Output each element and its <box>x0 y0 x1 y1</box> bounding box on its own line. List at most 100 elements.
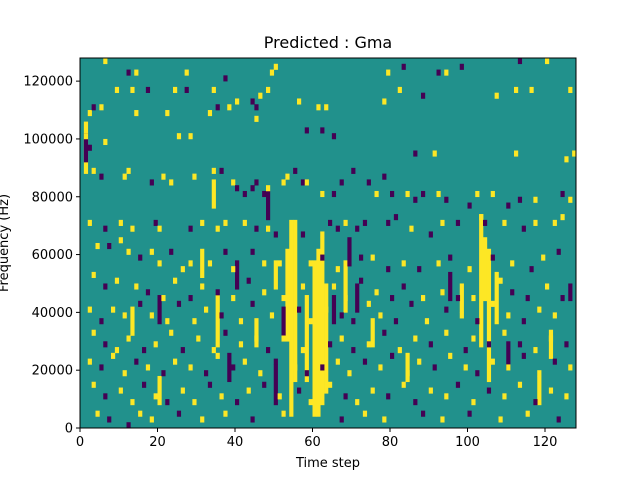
heatmap-cell <box>122 370 127 377</box>
heatmap-cell <box>428 341 433 348</box>
heatmap-cell <box>122 312 127 319</box>
x-axis-label: Time step <box>295 456 360 471</box>
heatmap-cell <box>510 289 515 296</box>
heatmap-cell <box>188 260 193 267</box>
heatmap-cell <box>204 370 209 377</box>
heatmap-cell <box>467 410 472 417</box>
heatmap-cell <box>521 352 526 359</box>
heatmap-cell <box>235 185 240 192</box>
heatmap-cell <box>165 318 170 325</box>
heatmap-cell <box>370 387 375 394</box>
heatmap-cell <box>471 399 476 406</box>
heatmap-cell <box>87 144 92 151</box>
heatmap-cell <box>238 341 244 348</box>
heatmap-cell <box>545 58 550 65</box>
heatmap-cell <box>463 347 468 354</box>
heatmap-cell <box>440 219 445 226</box>
heatmap-cell <box>455 295 461 302</box>
heatmap-cell <box>386 266 391 273</box>
heatmap-cell <box>153 341 158 348</box>
heatmap-cell <box>537 306 542 313</box>
heatmap-cell <box>188 133 193 140</box>
heatmap-cell <box>560 214 565 221</box>
heatmap-cell <box>246 277 251 284</box>
heatmap-cell <box>506 312 511 319</box>
heatmap-cell <box>145 364 151 371</box>
heatmap-cell <box>525 410 530 417</box>
y-axis-ticks: 0 20000 40000 60000 80000 100000 120000 <box>23 75 80 437</box>
heatmap-cell <box>548 387 554 394</box>
heatmap-cell <box>99 364 104 371</box>
heatmap-cell <box>242 219 247 226</box>
heatmap-cell <box>374 190 379 198</box>
heatmap-cell <box>401 63 406 70</box>
heatmap-cell <box>498 277 503 284</box>
heatmap-cell <box>99 104 104 111</box>
heatmap-cell <box>378 312 383 319</box>
x-tick-label: 120 <box>533 435 558 450</box>
heatmap-cell <box>421 190 426 198</box>
heatmap-cell <box>145 289 151 296</box>
heatmap-cell <box>165 110 170 117</box>
heatmap-cell <box>343 260 348 313</box>
heatmap-cell <box>215 352 220 359</box>
heatmap-cell <box>506 202 511 209</box>
heatmap-cell <box>297 306 302 313</box>
heatmap-cell <box>521 225 526 232</box>
heatmap-cell <box>134 283 139 290</box>
heatmap-cell <box>273 260 278 290</box>
heatmap-cell <box>262 289 267 296</box>
heatmap-cell <box>126 167 131 174</box>
heatmap-cell <box>397 347 402 354</box>
heatmap-cell <box>300 179 306 186</box>
heatmap-cell <box>231 364 236 371</box>
heatmap-cell <box>215 289 220 296</box>
heatmap-cell <box>572 150 577 157</box>
heatmap-cell <box>273 358 278 365</box>
heatmap-cell <box>297 387 302 394</box>
heatmap-cell <box>529 86 534 93</box>
heatmap-cell <box>114 277 120 284</box>
heatmap-cell <box>417 358 422 365</box>
heatmap-cell <box>382 416 387 423</box>
heatmap-cell <box>498 416 503 423</box>
heatmap-cell <box>564 393 569 400</box>
heatmap-cell <box>343 393 348 400</box>
heatmap-cell <box>475 370 480 377</box>
heatmap-cell <box>413 335 418 342</box>
heatmap-cell <box>432 364 437 371</box>
heatmap-cell <box>250 248 255 255</box>
heatmap-cell <box>215 295 220 348</box>
heatmap-cell <box>382 173 387 180</box>
heatmap-cell <box>130 306 135 336</box>
heatmap-cell <box>312 260 317 417</box>
heatmap-cell <box>459 283 464 313</box>
heatmap-cell <box>207 110 213 117</box>
heatmap-cell <box>409 300 414 307</box>
heatmap-cell <box>401 381 406 388</box>
heatmap-cell <box>289 219 294 417</box>
heatmap-cell <box>176 300 182 307</box>
heatmap-cell <box>409 225 414 232</box>
heatmap-cell <box>331 295 337 325</box>
heatmap-cell <box>180 266 185 273</box>
heatmap-cell <box>103 138 108 146</box>
x-tick-label: 60 <box>304 435 321 450</box>
x-tick-label: 20 <box>149 435 166 450</box>
heatmap-cell <box>401 260 406 267</box>
y-axis-label: Frequency (Hz) <box>0 194 12 292</box>
heatmap-cell <box>169 179 174 186</box>
heatmap-cell <box>324 306 329 313</box>
heatmap-cell <box>397 86 402 93</box>
heatmap-cell <box>262 190 267 198</box>
heatmap-cell <box>219 167 224 174</box>
heatmap-cell <box>502 329 507 336</box>
heatmap-cell <box>421 92 426 99</box>
heatmap-cell <box>142 381 147 388</box>
heatmap-cell <box>192 173 197 180</box>
heatmap-cell <box>103 341 108 348</box>
heatmap-cell <box>157 260 162 267</box>
heatmap-cell <box>556 248 561 255</box>
heatmap-cell <box>103 58 108 65</box>
heatmap-cell <box>308 399 313 406</box>
